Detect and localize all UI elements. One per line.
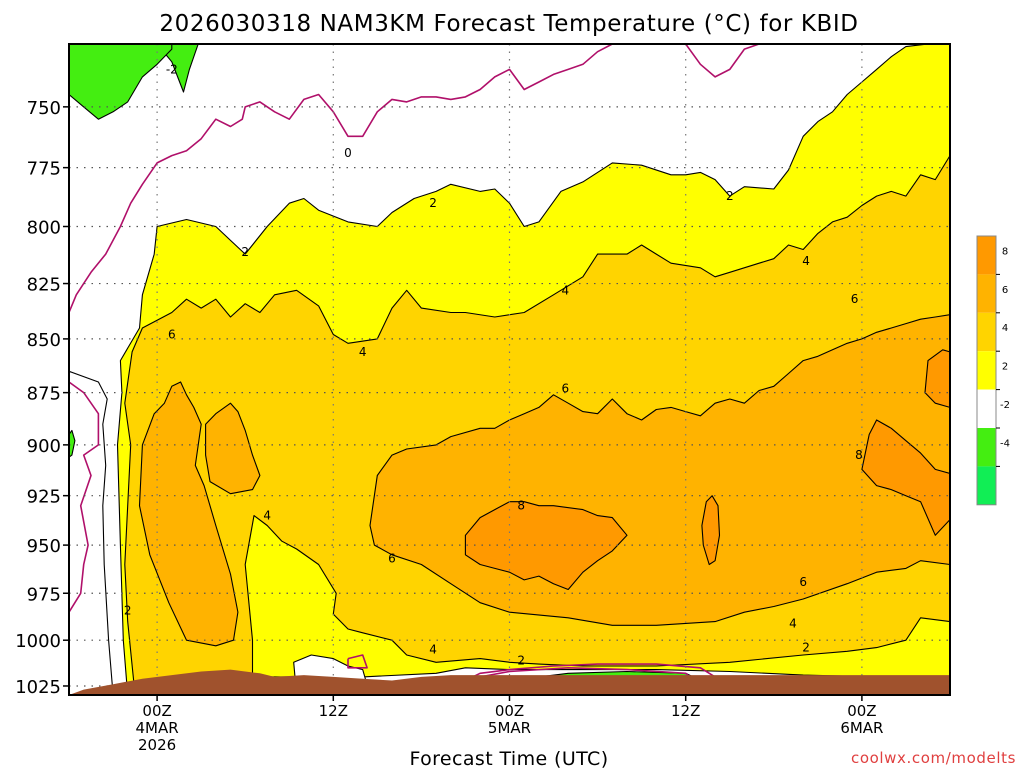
contour-label: 2 bbox=[517, 654, 525, 668]
legend-swatch bbox=[977, 466, 996, 505]
y-tick-label: 875 bbox=[27, 384, 61, 405]
contour-label: 6 bbox=[561, 381, 569, 395]
legend-swatch bbox=[977, 428, 996, 467]
temp-region-9 bbox=[701, 495, 721, 566]
y-tick-label: 800 bbox=[27, 218, 61, 239]
y-tick-label: 850 bbox=[27, 330, 61, 351]
legend-swatch bbox=[977, 312, 996, 352]
y-tick-label: 1025 bbox=[15, 677, 61, 698]
source-credit: coolwx.com/modelts bbox=[851, 749, 1016, 767]
legend-tick-label: -4 bbox=[1000, 438, 1010, 449]
chart-title: 2026030318 NAM3KM Forecast Temperature (… bbox=[159, 11, 858, 37]
contour-label: 6 bbox=[168, 328, 176, 342]
temp-region-9 bbox=[464, 501, 628, 591]
y-tick-label: 825 bbox=[27, 275, 61, 296]
contour-label: 6 bbox=[388, 552, 396, 566]
legend-tick-label: 2 bbox=[1002, 362, 1008, 373]
zero-isotherm-2 bbox=[69, 381, 100, 613]
x-tick-label: 5MAR bbox=[488, 719, 531, 737]
legend-swatch bbox=[977, 236, 996, 275]
temp-region-m3 bbox=[69, 429, 76, 458]
contour-label: 4 bbox=[429, 642, 437, 656]
temp-region-7 bbox=[205, 402, 261, 495]
y-tick-label: 750 bbox=[27, 98, 61, 119]
legend-frame bbox=[976, 235, 997, 506]
legend-swatch bbox=[977, 389, 996, 428]
contour-label: 0 bbox=[344, 146, 352, 160]
x-tick-label: 00Z bbox=[847, 702, 876, 720]
legend-tick-label: 4 bbox=[1002, 323, 1008, 334]
x-axis-label: Forecast Time (UTC) bbox=[409, 748, 608, 768]
x-tick-label: 2026 bbox=[138, 736, 176, 754]
contour-label: 2 bbox=[124, 603, 132, 617]
temp-region-m3 bbox=[69, 44, 199, 93]
x-tick-label: 00Z bbox=[495, 702, 524, 720]
y-tick-label: 925 bbox=[27, 487, 61, 508]
legend-tick-label: -2 bbox=[1000, 400, 1010, 411]
contour-label: 6 bbox=[851, 292, 859, 306]
x-tick-label: 12Z bbox=[319, 702, 348, 720]
legend-swatch bbox=[977, 351, 996, 390]
zero-isotherm-3 bbox=[347, 654, 368, 669]
terrain-ground bbox=[69, 669, 950, 695]
contour-label: 8 bbox=[517, 499, 525, 513]
contour-label: 4 bbox=[789, 616, 797, 630]
zero-isotherm-1 bbox=[69, 44, 760, 313]
legend-tick-label: 8 bbox=[1002, 246, 1008, 257]
legend-tick-label: 6 bbox=[1002, 285, 1008, 296]
contour-label: 4 bbox=[359, 345, 367, 359]
contour-label: 4 bbox=[263, 509, 271, 523]
contour-label: 2 bbox=[726, 189, 734, 203]
y-tick-label: 975 bbox=[27, 584, 61, 605]
contour-label: 4 bbox=[802, 254, 810, 268]
contour-label: 6 bbox=[799, 575, 807, 589]
contour-label: 2 bbox=[429, 196, 437, 210]
temp-region-m2 bbox=[69, 370, 114, 695]
y-tick-label: 950 bbox=[27, 536, 61, 557]
legend-swatch bbox=[977, 274, 996, 313]
x-tick-label: 4MAR bbox=[136, 719, 179, 737]
contour-label: 2 bbox=[241, 245, 249, 259]
color-legend: 8 6 4 2 -2 -4 bbox=[976, 235, 1010, 506]
y-tick-label: 1000 bbox=[15, 631, 61, 652]
contour-label: 4 bbox=[561, 283, 569, 297]
x-tick-label: 6MAR bbox=[840, 719, 883, 737]
temp-region-7 bbox=[138, 381, 239, 647]
contour-label: 8 bbox=[855, 448, 863, 462]
contour-label: 2 bbox=[802, 641, 810, 655]
contour-label: -2 bbox=[166, 62, 178, 76]
y-tick-label: 900 bbox=[27, 436, 61, 457]
y-tick-label: 775 bbox=[27, 159, 61, 180]
x-tick-label: 12Z bbox=[671, 702, 700, 720]
plot-area bbox=[69, 44, 950, 695]
temp-region-m3 bbox=[69, 44, 173, 120]
x-tick-label: 00Z bbox=[142, 702, 171, 720]
temp-region-9 bbox=[861, 419, 950, 536]
